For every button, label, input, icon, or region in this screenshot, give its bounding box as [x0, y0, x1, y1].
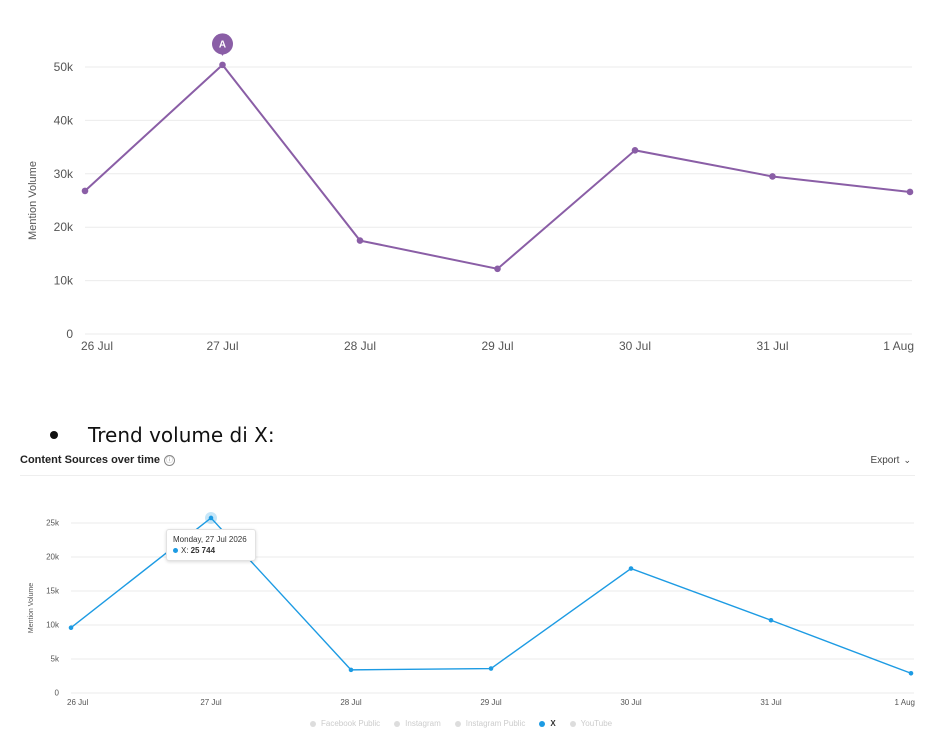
legend-label: Instagram: [405, 719, 441, 728]
export-label: Export: [870, 455, 900, 466]
legend-label: Instagram Public: [465, 719, 526, 728]
y-tick-label: 0: [55, 689, 60, 698]
y-tick-label: 15k: [46, 587, 60, 596]
y-tick-label: 10k: [54, 274, 74, 288]
series-line: [84, 63, 911, 270]
data-point[interactable]: [208, 515, 214, 521]
y-tick-label: 25k: [46, 519, 60, 528]
hover-halo: [205, 511, 217, 524]
y-axis-label: Mention Volume: [27, 161, 39, 240]
y-axis-label: Mention Volume: [28, 583, 35, 633]
legend-item[interactable]: YouTube: [569, 719, 613, 728]
x-tick-label: 27 Jul: [200, 698, 222, 707]
y-tick-label: 5k: [51, 655, 60, 664]
panel-divider: [20, 475, 915, 476]
data-point[interactable]: [81, 187, 89, 195]
data-point[interactable]: [769, 173, 776, 180]
panel-header: Content Sources over time ⓘ Export ⌄: [20, 452, 915, 472]
chart-tooltip: Monday, 27 Jul 2026 X: 25 744: [166, 529, 256, 561]
tooltip-value-row: X: 25 744: [173, 546, 215, 555]
tooltip-dot-icon: [173, 548, 178, 553]
bullet-text: Trend volume di X:: [88, 423, 275, 447]
chevron-down-icon: ⌄: [903, 455, 911, 466]
y-tick-label: 10k: [46, 621, 60, 630]
x-tick-label: 29 Jul: [480, 698, 502, 707]
data-point[interactable]: [348, 667, 354, 673]
tooltip-number: 25 744: [190, 546, 216, 555]
y-tick-label: 50k: [54, 60, 74, 74]
export-button[interactable]: Export ⌄: [871, 455, 911, 466]
legend-item[interactable]: X: [539, 719, 556, 728]
y-tick-label: 20k: [46, 553, 60, 562]
tooltip-series: X:: [181, 546, 189, 555]
legend-label: Facebook Public: [321, 719, 381, 728]
tooltip-date: Monday, 27 Jul 2026: [173, 535, 247, 544]
data-point[interactable]: [68, 625, 74, 631]
y-tick-label: 0: [66, 327, 73, 341]
legend-dot-icon: [569, 720, 576, 727]
data-point[interactable]: [488, 666, 494, 671]
legend-dot-icon: [310, 720, 316, 727]
x-tick-label: 26 Jul: [67, 698, 89, 707]
x-tick-label: 31 Jul: [756, 339, 788, 353]
mention-volume-chart: 0 10k 20k 30k 40k 50k 26 Jul 27 Jul 28 Jul 29 Jul…: [27, 33, 914, 353]
annotation-label: A: [219, 39, 226, 50]
data-point[interactable]: [494, 265, 501, 273]
info-icon[interactable]: ⓘ: [164, 455, 175, 466]
x-tick-label: 28 Jul: [340, 698, 362, 707]
data-point[interactable]: [768, 617, 774, 623]
x-tick-label: 29 Jul: [481, 339, 513, 353]
legend-label: X: [550, 719, 556, 728]
x-tick-label: 1 Aug: [895, 698, 915, 707]
y-tick-label: 30k: [54, 167, 74, 181]
bullet-dot-icon: [50, 431, 58, 439]
x-tick-label: 30 Jul: [619, 339, 651, 353]
x-tick-label: 30 Jul: [620, 698, 642, 707]
legend-item[interactable]: Instagram: [394, 719, 441, 728]
legend-dot-icon: [539, 720, 546, 727]
data-point[interactable]: [906, 188, 914, 196]
content-sources-chart: 0 5k 10k 15k 20k 25k 26 Jul 27 Jul 28 Jul 29 Jul 3…: [28, 511, 915, 707]
y-tick-label: 40k: [54, 113, 74, 127]
panel-title: Content Sources over time: [20, 454, 160, 466]
x-tick-label: 27 Jul: [206, 339, 238, 353]
annotation-marker[interactable]: [212, 33, 233, 55]
data-point[interactable]: [356, 237, 364, 244]
data-point[interactable]: [219, 61, 226, 69]
legend-item[interactable]: Facebook Public: [310, 719, 380, 728]
legend-label: YouTube: [580, 719, 613, 728]
bullet-point: Trend volume di X:: [50, 420, 275, 450]
legend-dot-icon: [454, 720, 461, 727]
data-point[interactable]: [631, 147, 639, 154]
x-tick-label: 26 Jul: [81, 339, 113, 353]
legend-item[interactable]: Instagram Public: [454, 719, 526, 728]
data-point[interactable]: [628, 566, 634, 571]
x-tick-label: 1 Aug: [883, 339, 914, 353]
chart-legend: Facebook Public Instagram Instagram Public…: [310, 719, 612, 728]
x-tick-label: 31 Jul: [760, 698, 782, 707]
y-tick-label: 20k: [54, 220, 74, 234]
data-point[interactable]: [908, 670, 914, 676]
legend-dot-icon: [394, 720, 401, 727]
x-tick-label: 28 Jul: [344, 339, 376, 353]
